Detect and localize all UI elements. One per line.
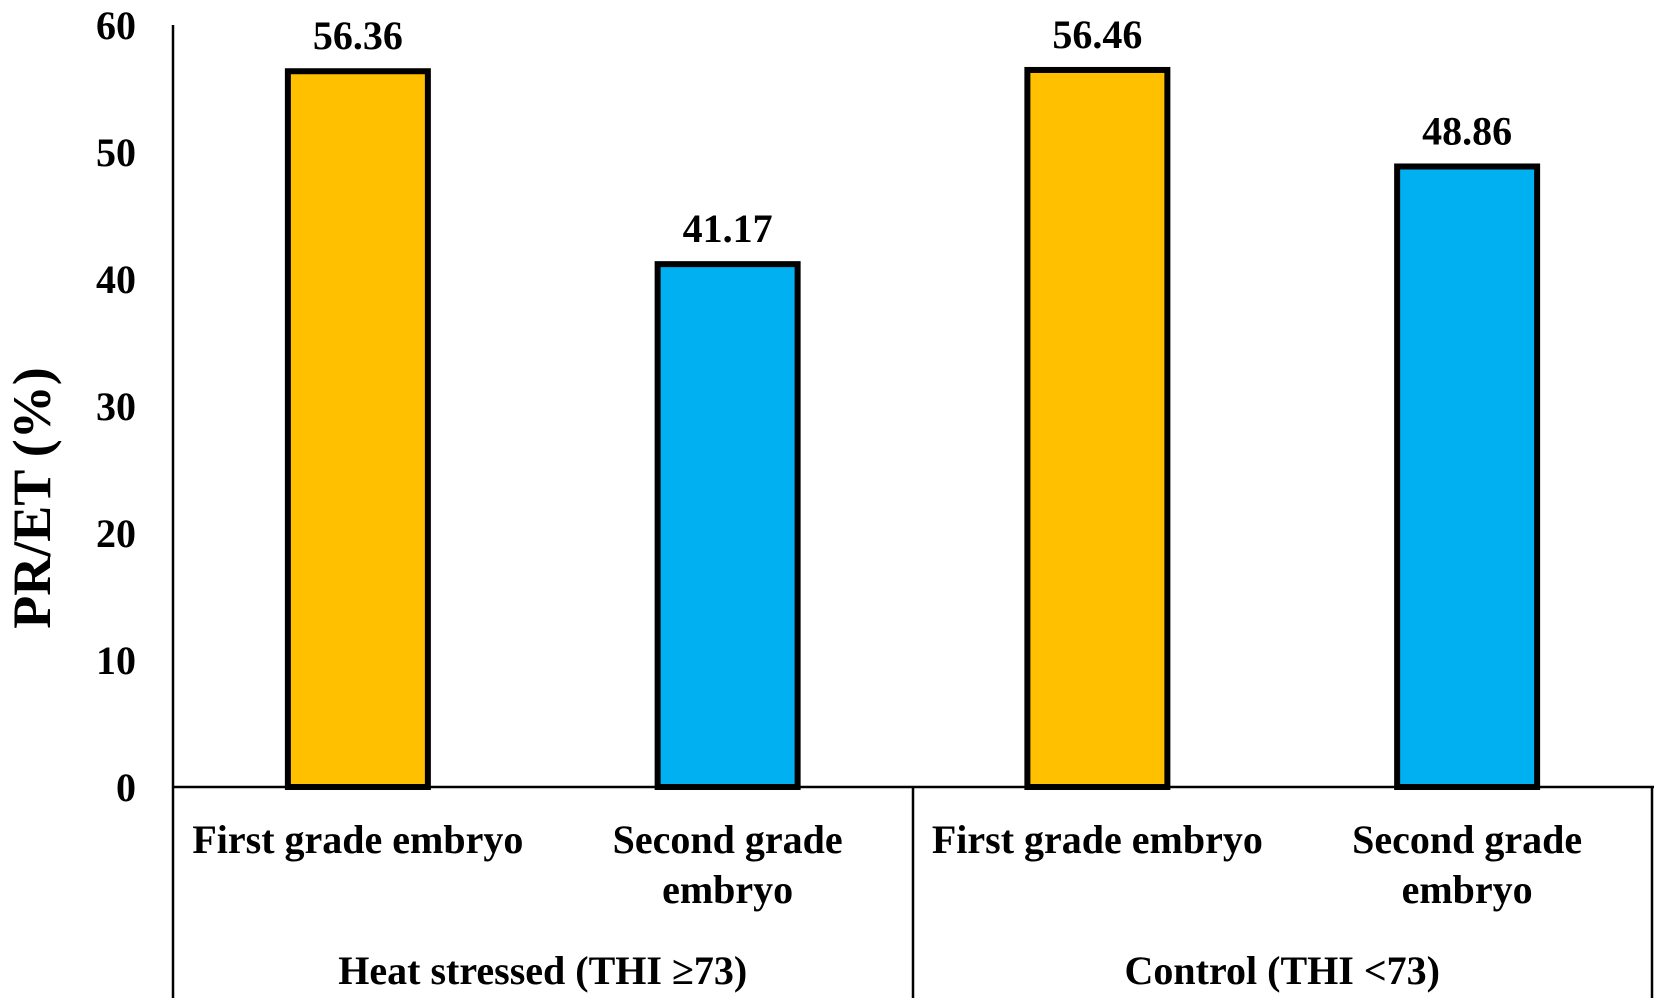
bar-value-label: 56.36 — [313, 13, 403, 58]
y-axis-label: PR/ET (%) — [2, 367, 62, 629]
y-tick-label: 60 — [96, 3, 136, 48]
category-label: First grade embryo — [932, 817, 1263, 862]
bar — [284, 68, 431, 790]
category-label: embryo — [662, 867, 793, 912]
y-tick-label: 20 — [96, 511, 136, 556]
y-tick-label: 40 — [96, 257, 136, 302]
bar-value-label: 56.46 — [1052, 12, 1142, 57]
bar — [1024, 66, 1171, 790]
y-tick-label: 30 — [96, 384, 136, 429]
y-axis: 0 10 20 30 40 50 60 — [96, 3, 175, 810]
bars: 56.36 41.17 56.46 48.86 — [284, 12, 1541, 790]
group-label: Heat stressed (THI ≥73) — [338, 948, 747, 993]
bar — [654, 261, 801, 790]
category-label: embryo — [1402, 867, 1533, 912]
y-tick-label: 50 — [96, 130, 136, 175]
category-label: Second grade — [1352, 817, 1582, 862]
group-label: Control (THI <73) — [1125, 948, 1440, 993]
bar — [1394, 163, 1541, 790]
y-tick-label: 0 — [116, 765, 136, 810]
category-label: Second grade — [613, 817, 843, 862]
bar-value-label: 48.86 — [1422, 108, 1512, 153]
y-tick-label: 10 — [96, 638, 136, 683]
bar-value-label: 41.17 — [683, 206, 773, 251]
category-label: First grade embryo — [192, 817, 523, 862]
x-axis: First grade embryo Second grade embryo Heat… — [171, 785, 1654, 998]
